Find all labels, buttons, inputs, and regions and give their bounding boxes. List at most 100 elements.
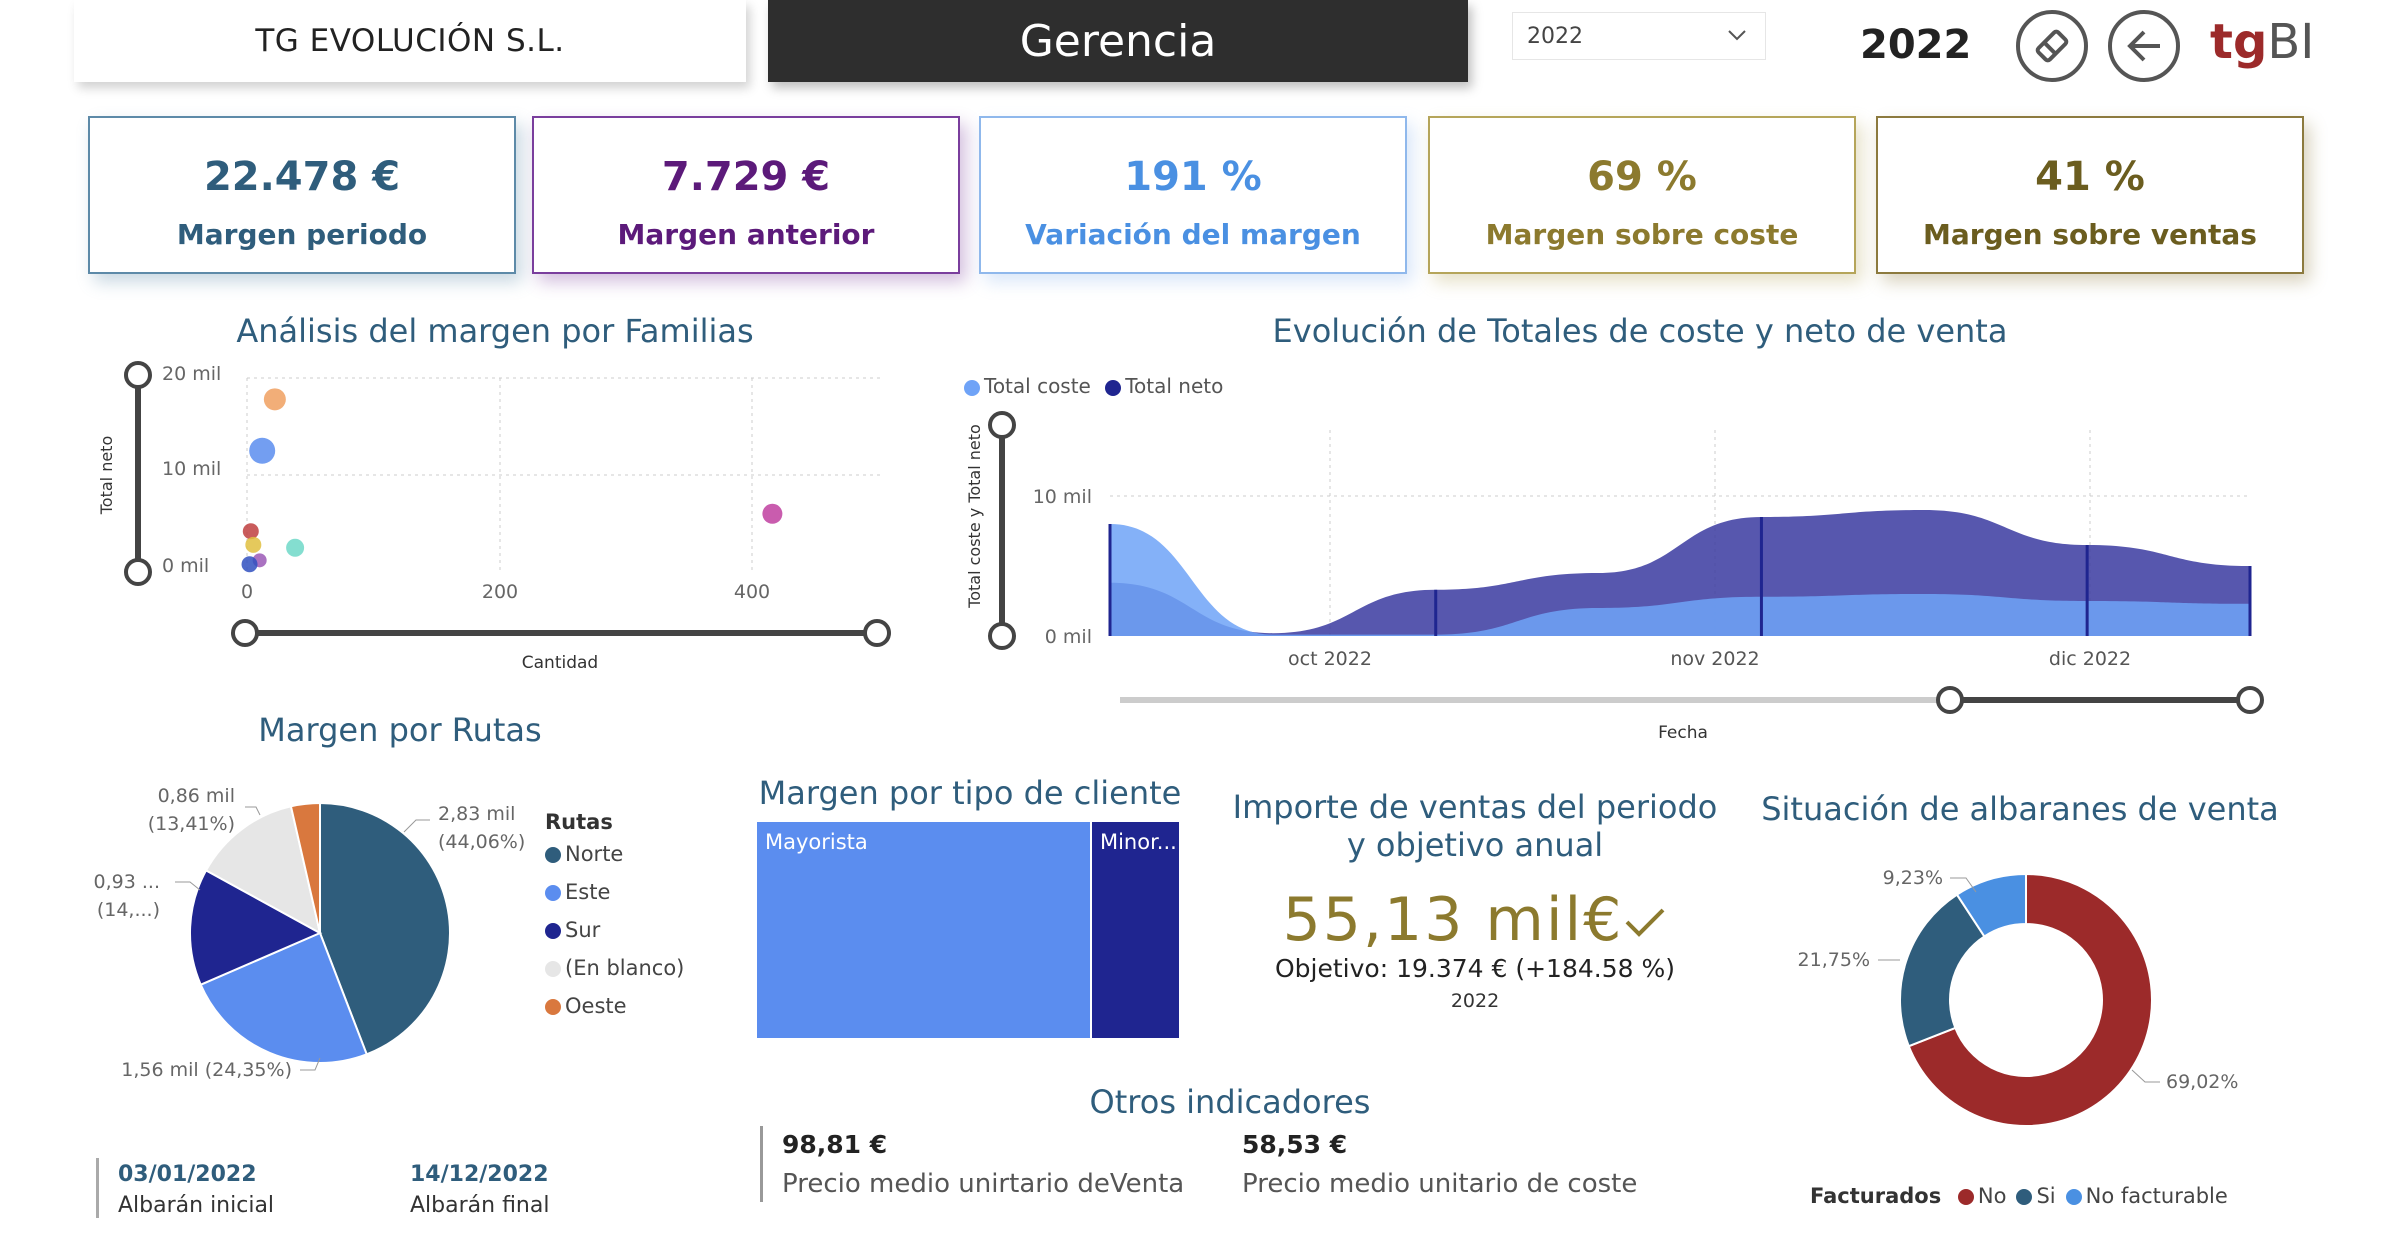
- donut-slice[interactable]: [1907, 872, 2153, 1127]
- area-series-total-coste[interactable]: [1110, 524, 2250, 636]
- treemap-tile[interactable]: Mayorista: [757, 822, 1090, 1038]
- company-name: TG EVOLUCIÓN S.L.: [74, 0, 746, 82]
- treemap-tile[interactable]: Minor...: [1091, 822, 1179, 1038]
- pie-rutas-title: Margen por Rutas: [258, 711, 542, 749]
- scatter-y-slider-handle-top[interactable]: [124, 361, 152, 389]
- kpi-label: Margen anterior: [617, 218, 875, 251]
- back-button[interactable]: [2108, 10, 2180, 82]
- donut-legend-item[interactable]: Si: [2016, 1184, 2056, 1208]
- legend-dot: [545, 847, 561, 863]
- legend-dot-total-neto: [1105, 379, 1122, 396]
- tgbi-logo: tgBI: [2210, 14, 2314, 70]
- donut-legend: Facturados No Si No facturable: [1810, 1184, 2238, 1208]
- others-value: 58,53 €: [1242, 1130, 1348, 1159]
- leader-line: [2131, 1069, 2160, 1083]
- scatter-point[interactable]: [286, 538, 305, 557]
- pie-label-norte-value: 2,83 mil: [438, 803, 515, 825]
- pie-label-blanco-pct: (13,41%): [148, 813, 235, 835]
- sales-objective: Objetivo: 19.374 € (+184.58 %): [1275, 954, 1675, 983]
- date-value: 03/01/2022: [118, 1162, 257, 1187]
- pie-legend-item[interactable]: Este: [545, 880, 684, 904]
- pie-slice[interactable]: [289, 801, 321, 934]
- pie-slice[interactable]: [319, 801, 451, 1056]
- scatter-y-slider-handle-bottom[interactable]: [124, 558, 152, 586]
- sales-title-line2: y objetivo anual: [1346, 826, 1604, 864]
- pie-legend-item[interactable]: Norte: [545, 842, 684, 866]
- legend-label: No facturable: [2085, 1184, 2228, 1208]
- pie-legend-item[interactable]: Sur: [545, 918, 684, 942]
- kpi-value: 69 %: [1587, 154, 1697, 200]
- leader-line: [300, 1057, 321, 1071]
- treemap-chart: Mayorista Minor...: [757, 822, 1181, 1038]
- eraser-icon: [2035, 29, 2069, 63]
- scatter-x-tick: 0: [241, 581, 253, 603]
- donut-legend-item[interactable]: No: [1957, 1184, 2006, 1208]
- scatter-point[interactable]: [241, 556, 258, 573]
- kpi-label: Margen sobre ventas: [1923, 218, 2257, 251]
- legend-dot: [545, 885, 561, 901]
- scatter-point[interactable]: [242, 523, 259, 540]
- kpi-label: Variación del margen: [1025, 218, 1361, 251]
- kpi-value: 41 %: [2035, 154, 2145, 200]
- date-slider-handle-left[interactable]: [1936, 686, 1964, 714]
- logo-tg: tg: [2210, 14, 2268, 70]
- pie-slice[interactable]: [199, 931, 369, 1064]
- scatter-x-label: Cantidad: [522, 653, 598, 673]
- others-label: Precio medio unirtario deVenta: [782, 1169, 1185, 1199]
- others-label: Precio medio unitario de coste: [1242, 1169, 1638, 1199]
- pie-slice[interactable]: [189, 869, 323, 987]
- scatter-point[interactable]: [263, 388, 286, 411]
- area-y-slider-handle-top[interactable]: [988, 411, 1016, 439]
- date-label: Albarán final: [410, 1193, 550, 1218]
- scatter-y-label: Total neto: [97, 436, 116, 516]
- area-title: Evolución de Totales de coste y neto de …: [1272, 312, 2008, 350]
- scatter-point[interactable]: [249, 437, 276, 464]
- kpi-card: 22.478 € Margen periodo: [88, 116, 516, 274]
- sales-year: 2022: [1450, 990, 1500, 1012]
- donut-label-no: 69,02%: [2166, 1071, 2238, 1093]
- pie-label-blanco-value: 0,86 mil: [158, 785, 235, 807]
- section-title: Gerencia: [768, 0, 1468, 82]
- legend-label: Norte: [565, 842, 624, 866]
- legend-label: Este: [565, 880, 611, 904]
- area-x-tick: nov 2022: [1670, 648, 1759, 670]
- leader-line: [1950, 877, 1977, 893]
- scatter-point[interactable]: [245, 536, 262, 553]
- legend-dot: [2016, 1189, 2033, 1205]
- kpi-card: 191 % Variación del margen: [979, 116, 1407, 274]
- treemap-label: Mayorista: [765, 830, 868, 854]
- scatter-y-tick: 10 mil: [162, 458, 221, 480]
- legend-dot: [1957, 1189, 1974, 1205]
- pie-legend-item[interactable]: Oeste: [545, 994, 684, 1018]
- area-y-tick: 10 mil: [1033, 486, 1092, 508]
- pie-slice[interactable]: [204, 805, 322, 935]
- area-x-tick: dic 2022: [2049, 648, 2131, 670]
- area-y-slider-handle-bottom[interactable]: [988, 622, 1016, 650]
- legend-total-neto: Total neto: [1125, 374, 1224, 398]
- eraser-button[interactable]: [2016, 10, 2088, 82]
- scatter-point[interactable]: [762, 503, 783, 524]
- donut-legend-item[interactable]: No facturable: [2065, 1184, 2228, 1208]
- year-display: 2022: [1860, 22, 1972, 68]
- date-slider-handle-right[interactable]: [2236, 686, 2264, 714]
- treemap-label: Minor...: [1099, 830, 1177, 854]
- logo-bi: BI: [2267, 14, 2315, 70]
- area-chart: Total coste y Total neto 10 mil 0 mil oc…: [965, 411, 2264, 743]
- chevron-down-icon: [1728, 30, 1746, 41]
- checkmark-icon: [1625, 908, 1665, 937]
- kpi-value: 22.478 €: [203, 154, 401, 200]
- pie-legend-item[interactable]: (En blanco): [545, 956, 684, 980]
- date-label: Albarán inicial: [118, 1193, 275, 1218]
- sales-value: 55,13 mil€: [1282, 885, 1624, 955]
- pie-label-este: 1,56 mil (24,35%): [121, 1059, 292, 1081]
- kpi-card: 7.729 € Margen anterior: [532, 116, 960, 274]
- date-value: 14/12/2022: [410, 1162, 549, 1187]
- scatter-x-slider-handle-right[interactable]: [863, 619, 891, 647]
- year-dropdown[interactable]: 2022: [1512, 12, 1766, 60]
- scatter-x-slider-handle-left[interactable]: [231, 619, 259, 647]
- kpi-label: Margen sobre coste: [1485, 218, 1799, 251]
- scatter-y-tick: 20 mil: [162, 363, 221, 385]
- donut-title: Situación de albaranes de venta: [1761, 790, 2279, 828]
- pie-rutas-chart: 2,83 mil (44,06%) 1,56 mil (24,35%) 0,93…: [94, 785, 526, 1081]
- others-value: 98,81 €: [782, 1130, 888, 1159]
